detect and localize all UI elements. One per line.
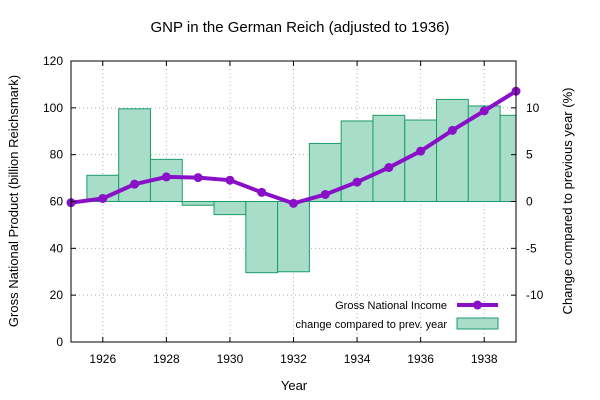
data-point — [193, 173, 203, 183]
bar — [213, 201, 247, 216]
bar — [181, 201, 215, 206]
x-tick-label: 1934 — [344, 352, 371, 366]
data-point — [352, 177, 362, 187]
legend-line-marker — [473, 300, 482, 310]
y-tick-label: 0 — [56, 335, 63, 349]
y2-tick-label: 5 — [526, 148, 533, 162]
data-point — [98, 193, 108, 203]
data-point — [225, 175, 235, 185]
legend-label-bar: change compared to prev. year — [296, 319, 448, 331]
bar — [404, 119, 438, 202]
y2-tick-label: 10 — [526, 101, 540, 115]
x-tick-label: 1938 — [471, 352, 498, 366]
x-tick-label: 1926 — [89, 352, 116, 366]
y-tick-label: 80 — [50, 148, 64, 162]
legend-label-line: Gross National Income — [335, 300, 447, 312]
x-axis-label: Year — [281, 378, 308, 393]
bar — [372, 114, 406, 202]
data-point — [479, 106, 489, 116]
y2-axis-label: Change compared to previous year (%) — [560, 88, 575, 315]
bar — [436, 98, 469, 202]
bar — [340, 120, 374, 202]
y-tick-label: 120 — [43, 54, 63, 68]
data-point — [257, 187, 267, 197]
y-tick-label: 100 — [43, 101, 63, 115]
y-tick-label: 20 — [50, 288, 64, 302]
bars — [86, 98, 517, 274]
y2-tick-label: 0 — [526, 195, 533, 209]
ticks: 1926 1928 1930 1932 1934 1936 1938020406080100… — [43, 54, 544, 366]
x-tick-label: 1936 — [407, 352, 434, 366]
bar — [467, 105, 501, 202]
x-tick-label: 1930 — [217, 352, 244, 366]
chart-title: GNP in the German Reich (adjusted to 193… — [150, 19, 449, 36]
legend: Gross National Income change compared to … — [296, 300, 499, 331]
data-point — [384, 163, 394, 173]
x-tick-label: 1928 — [153, 352, 180, 366]
x-tick-label: 1932 — [280, 352, 307, 366]
bar — [245, 201, 279, 274]
data-point — [447, 125, 457, 135]
y-tick-label: 60 — [50, 195, 64, 209]
data-point — [161, 172, 171, 182]
data-point — [289, 198, 298, 208]
legend-bar-symbol — [456, 317, 499, 330]
data-point — [320, 189, 330, 199]
bar — [499, 114, 517, 202]
y-axis-label: Gross National Product (billion Reichsma… — [6, 75, 21, 327]
bar — [277, 201, 310, 273]
data-point — [416, 146, 426, 156]
y2-tick-label: -10 — [526, 288, 544, 302]
line-series — [66, 86, 521, 208]
y-tick-label: 40 — [50, 241, 64, 255]
y2-tick-label: -5 — [526, 241, 537, 255]
data-point — [130, 179, 140, 189]
